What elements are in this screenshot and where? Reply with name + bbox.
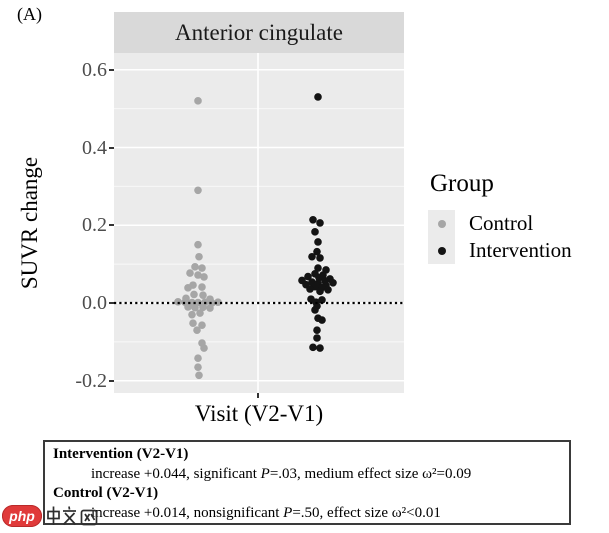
data-point-intervention [324, 285, 332, 294]
php-badge-icon: php [2, 505, 42, 527]
data-point-control [198, 321, 206, 329]
data-point-control [195, 252, 203, 261]
y-tick-label: 0.4 [82, 136, 107, 159]
data-point-control [189, 319, 197, 328]
data-point-control [206, 304, 214, 312]
data-point-intervention [311, 228, 319, 236]
data-point-intervention [318, 316, 326, 324]
y-tick-label: 0.0 [82, 292, 107, 314]
data-point-intervention [309, 216, 317, 224]
data-point-control [198, 283, 206, 291]
stats-header-line: Control (V2-V1) [53, 485, 159, 501]
stats-detail-prefix: increase +0.014, nonsignificant [91, 504, 284, 521]
watermark: php [2, 504, 101, 528]
data-point-intervention [314, 264, 322, 272]
y-tick-mark [109, 146, 114, 149]
data-point-intervention [311, 306, 319, 314]
legend-label: Control [469, 211, 534, 235]
data-point-intervention [313, 247, 321, 256]
data-point-control [198, 264, 206, 272]
stats-detail-suffix: =.50, effect size ω²<0.01 [292, 504, 441, 521]
data-point-intervention [316, 219, 324, 227]
stats-header-line: Intervention (V2-V1) [53, 446, 189, 462]
stats-p-symbol: P [283, 504, 293, 521]
data-point-intervention [316, 344, 324, 352]
stats-detail-suffix: =.03, medium effect size ω²=0.09 [269, 465, 472, 482]
data-point-control [196, 309, 204, 317]
y-tick-mark [109, 224, 114, 227]
x-axis-title: Visit (V2-V1) [194, 401, 324, 426]
data-point-control [199, 291, 207, 300]
y-tick-label: 0.2 [82, 214, 107, 237]
legend-key [428, 210, 455, 237]
figure-label: (A) [17, 4, 42, 24]
data-point-intervention [314, 238, 322, 246]
data-point-control [214, 298, 222, 307]
data-point-control [194, 363, 202, 371]
legend-title: Group [430, 170, 494, 197]
data-point-control [200, 344, 208, 352]
legend-key [428, 237, 455, 264]
legend-label: Intervention [469, 238, 572, 262]
data-point-intervention [318, 296, 326, 304]
legend-item-control: Control [428, 210, 572, 237]
data-point-intervention [309, 343, 317, 352]
data-point-control [194, 354, 202, 363]
data-point-control [194, 271, 202, 279]
data-point-control [194, 97, 202, 105]
legend: Group Control Intervention [428, 170, 572, 264]
x-tick-mark [257, 393, 259, 398]
y-tick-label: 0.6 [82, 58, 107, 81]
data-point-intervention [316, 254, 324, 262]
stats-detail-prefix: increase +0.044, significant [91, 465, 261, 482]
data-point-control [184, 284, 192, 292]
data-point-control [194, 240, 202, 249]
data-point-control [195, 371, 203, 380]
data-point-control [193, 326, 201, 335]
y-tick-label: -0.2 [75, 369, 107, 392]
data-point-intervention [304, 272, 312, 281]
stats-detail-line: increase +0.044, significant P=.03, medi… [53, 465, 565, 485]
data-point-intervention [313, 326, 321, 335]
y-tick-mark [109, 302, 114, 304]
data-point-control [184, 303, 192, 311]
y-tick-mark [109, 379, 114, 382]
data-point-control [191, 303, 199, 312]
data-point-control [199, 303, 207, 312]
data-point-control [186, 269, 194, 277]
data-point-control [200, 273, 208, 281]
cjk-text-icon [47, 506, 98, 526]
plot-panel [114, 53, 404, 393]
data-point-intervention [313, 334, 321, 342]
legend-items: Control Intervention [428, 210, 572, 264]
data-point-intervention [315, 273, 323, 282]
data-point-intervention [316, 287, 324, 296]
data-point-intervention [308, 252, 316, 261]
stats-box: Intervention (V2-V1) increase +0.044, sig… [43, 440, 571, 525]
data-point-control [194, 186, 202, 195]
stats-p-symbol: P [260, 465, 270, 482]
panel-strip-title: Anterior cingulate [114, 12, 404, 53]
data-point-control [191, 263, 199, 271]
legend-dot-icon [437, 246, 446, 255]
legend-item-intervention: Intervention [428, 237, 572, 264]
stats-detail-line: increase +0.014, nonsignificant P=.50, e… [53, 504, 565, 524]
plot-svg [114, 53, 404, 393]
data-point-intervention [314, 93, 322, 101]
data-point-control [174, 298, 182, 306]
data-point-control [188, 310, 196, 319]
data-point-control [190, 290, 198, 299]
legend-dot-icon [437, 219, 446, 228]
data-point-intervention [329, 278, 337, 287]
y-tick-mark [109, 68, 114, 71]
data-point-intervention [306, 285, 314, 293]
